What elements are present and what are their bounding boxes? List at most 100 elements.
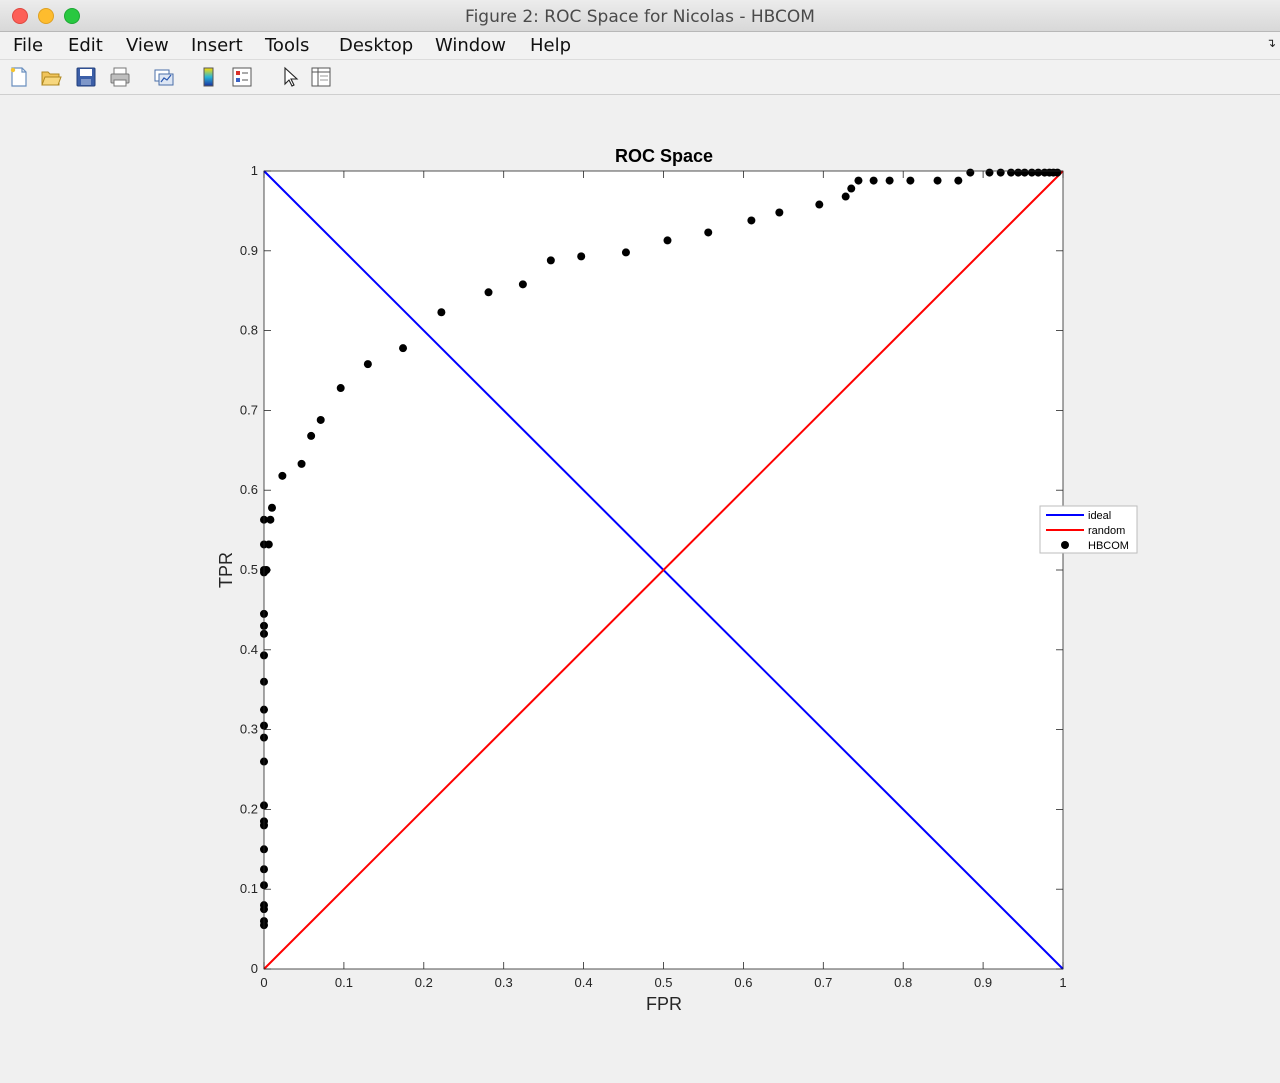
y-tick-label: 0.4: [240, 642, 258, 657]
y-axis-label: TPR: [216, 552, 236, 588]
legend-swatch-HBCOM: [1061, 541, 1069, 549]
data-point: [1007, 168, 1016, 177]
chart-title: ROC Space: [615, 146, 713, 166]
print-icon[interactable]: [109, 66, 131, 88]
menu-file[interactable]: File: [13, 35, 44, 56]
x-tick-labels: 0 0.1 0.2 0.3 0.4 0.5 0.6 0.7 0.8 0.9 1: [260, 975, 1066, 990]
data-point: [954, 176, 963, 185]
legend-label-HBCOM: HBCOM: [1088, 540, 1129, 552]
x-tick-label: 0.8: [894, 975, 912, 990]
x-tick-label: 0: [260, 975, 267, 990]
data-point: [869, 176, 878, 185]
data-point: [546, 256, 555, 265]
x-tick-label: 0.3: [495, 975, 513, 990]
y-tick-label: 0.2: [240, 801, 258, 816]
data-point: [363, 360, 372, 369]
x-tick-label: 0.9: [974, 975, 992, 990]
y-tick-label: 0: [251, 961, 258, 976]
chart-lines: [263, 170, 1064, 970]
x-axis-label: FPR: [646, 994, 682, 1014]
x-tick-label: 0.6: [734, 975, 752, 990]
property-inspector-icon[interactable]: [310, 66, 332, 88]
y-tick-label: 0.3: [240, 722, 258, 737]
save-icon[interactable]: [75, 66, 97, 88]
insert-colorbar-icon[interactable]: [198, 66, 220, 88]
data-point: [663, 236, 672, 245]
data-point: [399, 344, 408, 353]
data-point: [906, 176, 915, 185]
data-point: [484, 288, 493, 297]
data-point: [985, 168, 994, 177]
figure-toolbar: [0, 60, 1280, 95]
x-tick-label: 1: [1059, 975, 1066, 990]
data-point: [704, 228, 713, 237]
data-point: [437, 308, 446, 317]
data-point: [297, 459, 306, 468]
data-point: [854, 176, 863, 185]
link-plot-icon[interactable]: [153, 66, 175, 88]
menu-window[interactable]: Window: [435, 35, 506, 56]
close-window-button[interactable]: [12, 8, 28, 24]
edit-plot-icon[interactable]: [279, 66, 301, 88]
data-point: [267, 503, 276, 512]
menu-insert[interactable]: Insert: [191, 35, 243, 56]
data-point: [996, 168, 1005, 177]
minimize-window-button[interactable]: [38, 8, 54, 24]
data-point: [847, 184, 856, 193]
data-point: [262, 566, 271, 574]
y-tick-label: 0.7: [240, 402, 258, 417]
chart-legend[interactable]: ideal random HBCOM: [1039, 505, 1138, 554]
data-point: [266, 515, 275, 524]
figure-canvas: 0 0.1 0.2 0.3 0.4 0.5 0.6 0.7 0.8 0.9 1 0 0.1 0.2 0.3…: [0, 95, 1280, 1078]
data-point: [1027, 168, 1036, 177]
new-figure-icon[interactable]: [8, 66, 30, 88]
x-tick-label: 0.7: [814, 975, 832, 990]
data-point: [885, 176, 894, 185]
roc-chart[interactable]: 0 0.1 0.2 0.3 0.4 0.5 0.6 0.7 0.8 0.9 1 0 0.1 0.2 0.3…: [0, 95, 1280, 1078]
data-point: [1053, 168, 1062, 177]
chart-points: [260, 168, 1062, 930]
menu-edit[interactable]: Edit: [68, 35, 103, 56]
data-point: [307, 431, 316, 440]
y-tick-label: 0.8: [240, 323, 258, 338]
data-point: [841, 192, 850, 201]
x-tick-label: 0.5: [654, 975, 672, 990]
data-point: [621, 248, 630, 257]
data-point: [264, 540, 273, 549]
x-tick-label: 0.2: [415, 975, 433, 990]
menu-desktop[interactable]: Desktop: [339, 35, 414, 56]
insert-legend-icon[interactable]: [231, 66, 253, 88]
x-tick-label: 0.1: [335, 975, 353, 990]
data-point: [775, 208, 784, 217]
y-tick-label: 1: [251, 163, 258, 178]
data-point: [336, 384, 345, 393]
data-point: [1020, 168, 1029, 177]
data-point: [577, 252, 586, 261]
open-file-icon[interactable]: [40, 66, 62, 88]
dock-arrow-icon[interactable]: ↴: [1265, 36, 1276, 50]
menu-tools[interactable]: Tools: [265, 35, 310, 56]
plot-frame: [263, 170, 1064, 970]
y-tick-label: 0.9: [240, 243, 258, 258]
data-point: [1014, 168, 1023, 177]
data-point: [518, 280, 527, 289]
y-tick-label: 0.6: [240, 482, 258, 497]
menu-help[interactable]: Help: [530, 35, 572, 56]
data-point: [747, 216, 756, 225]
window-titlebar: Figure 2: ROC Space for Nicolas - HBCOM: [0, 0, 1280, 32]
data-point: [278, 471, 287, 480]
legend-label-ideal: ideal: [1088, 510, 1111, 522]
y-tick-label: 0.5: [240, 562, 258, 577]
legend-label-random: random: [1088, 525, 1125, 537]
data-point: [316, 415, 325, 424]
window-title: Figure 2: ROC Space for Nicolas - HBCOM: [465, 7, 815, 27]
data-point: [815, 200, 824, 209]
x-tick-label: 0.4: [575, 975, 593, 990]
data-point: [933, 176, 942, 185]
series-line-random: [263, 170, 1064, 970]
y-tick-label: 0.1: [240, 881, 258, 896]
zoom-window-button[interactable]: [64, 8, 80, 24]
menu-view[interactable]: View: [126, 35, 169, 56]
data-point: [966, 168, 975, 177]
data-point: [1034, 168, 1043, 177]
